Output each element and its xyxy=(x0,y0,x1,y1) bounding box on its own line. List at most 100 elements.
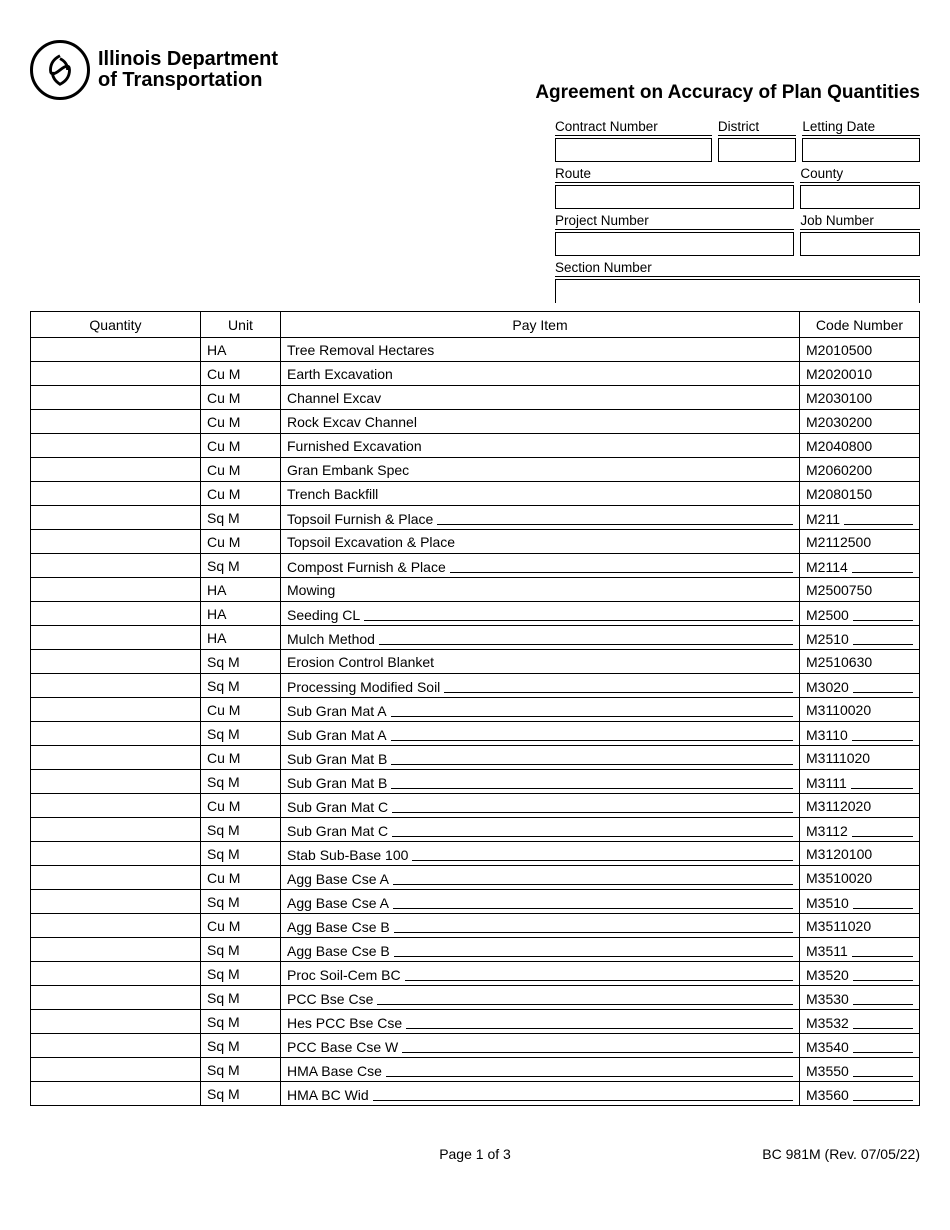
quantity-cell[interactable] xyxy=(31,434,201,458)
code-fill-line[interactable] xyxy=(852,956,913,957)
table-row: Sq MHes PCC Bse CseM3532 xyxy=(31,1010,920,1034)
quantity-cell[interactable] xyxy=(31,530,201,554)
quantity-cell[interactable] xyxy=(31,458,201,482)
quantity-cell[interactable] xyxy=(31,386,201,410)
quantity-cell[interactable] xyxy=(31,722,201,746)
quantity-cell[interactable] xyxy=(31,1034,201,1058)
district-input[interactable] xyxy=(718,138,796,162)
code-fill-line[interactable] xyxy=(853,980,913,981)
letting-date-input[interactable] xyxy=(802,138,920,162)
quantity-cell[interactable] xyxy=(31,818,201,842)
code-fill-line[interactable] xyxy=(853,1100,913,1101)
quantity-cell[interactable] xyxy=(31,986,201,1010)
quantity-cell[interactable] xyxy=(31,962,201,986)
unit-cell: Sq M xyxy=(201,986,281,1010)
pay-item-fill-line[interactable] xyxy=(437,524,793,525)
pay-item-fill-line[interactable] xyxy=(394,932,793,933)
quantity-cell[interactable] xyxy=(31,674,201,698)
code-fill-line[interactable] xyxy=(852,572,913,573)
quantity-cell[interactable] xyxy=(31,866,201,890)
table-row: Cu MTrench BackfillM2080150 xyxy=(31,482,920,506)
quantity-cell[interactable] xyxy=(31,698,201,722)
pay-item-cell: Hes PCC Bse Cse xyxy=(281,1010,800,1034)
pay-item-fill-line[interactable] xyxy=(379,644,793,645)
pay-item-fill-line[interactable] xyxy=(391,740,793,741)
unit-cell: HA xyxy=(201,578,281,602)
contract-number-input[interactable] xyxy=(555,138,712,162)
quantity-cell[interactable] xyxy=(31,506,201,530)
pay-item-cell: PCC Bse Cse xyxy=(281,986,800,1010)
code-text: M3112 xyxy=(806,823,848,839)
code-fill-line[interactable] xyxy=(853,1004,913,1005)
section-number-label: Section Number xyxy=(555,260,920,277)
pay-item-fill-line[interactable] xyxy=(373,1100,793,1101)
project-number-input[interactable] xyxy=(555,232,794,256)
route-input[interactable] xyxy=(555,185,794,209)
quantity-cell[interactable] xyxy=(31,626,201,650)
unit-cell: Sq M xyxy=(201,1034,281,1058)
quantity-cell[interactable] xyxy=(31,650,201,674)
pay-item-fill-line[interactable] xyxy=(405,980,793,981)
quantity-cell[interactable] xyxy=(31,890,201,914)
idot-logo-icon xyxy=(30,40,90,100)
code-fill-line[interactable] xyxy=(852,740,913,741)
quantity-cell[interactable] xyxy=(31,794,201,818)
quantity-cell[interactable] xyxy=(31,578,201,602)
quantity-cell[interactable] xyxy=(31,1058,201,1082)
unit-cell: Sq M xyxy=(201,962,281,986)
table-row: Cu MSub Gran Mat CM3112020 xyxy=(31,794,920,818)
pay-item-fill-line[interactable] xyxy=(386,1076,793,1077)
code-fill-line[interactable] xyxy=(852,836,913,837)
pay-item-fill-line[interactable] xyxy=(444,692,793,693)
code-text: M3110 xyxy=(806,727,848,743)
pay-item-fill-line[interactable] xyxy=(391,788,793,789)
pay-item-fill-line[interactable] xyxy=(450,572,793,573)
quantity-cell[interactable] xyxy=(31,338,201,362)
code-fill-line[interactable] xyxy=(853,1052,913,1053)
page-number: Page 1 of 3 xyxy=(439,1146,511,1162)
quantity-cell[interactable] xyxy=(31,1082,201,1106)
code-fill-line[interactable] xyxy=(853,1076,913,1077)
job-number-label: Job Number xyxy=(800,213,920,230)
pay-item-fill-line[interactable] xyxy=(402,1052,793,1053)
pay-item-fill-line[interactable] xyxy=(391,716,793,717)
quantity-cell[interactable] xyxy=(31,914,201,938)
pay-item-fill-line[interactable] xyxy=(377,1004,793,1005)
quantity-cell[interactable] xyxy=(31,746,201,770)
code-fill-line[interactable] xyxy=(853,908,913,909)
pay-item-fill-line[interactable] xyxy=(391,764,793,765)
job-number-input[interactable] xyxy=(800,232,920,256)
unit-cell: Cu M xyxy=(201,914,281,938)
pay-item-fill-line[interactable] xyxy=(364,620,793,621)
code-fill-line[interactable] xyxy=(853,1028,913,1029)
pay-item-fill-line[interactable] xyxy=(393,884,793,885)
pay-item-fill-line[interactable] xyxy=(394,956,793,957)
section-number-input[interactable] xyxy=(555,279,920,303)
quantity-cell[interactable] xyxy=(31,410,201,434)
code-fill-line[interactable] xyxy=(851,788,913,789)
code-fill-line[interactable] xyxy=(853,644,913,645)
quantity-cell[interactable] xyxy=(31,770,201,794)
code-fill-line[interactable] xyxy=(853,692,913,693)
code-cell: M3112020 xyxy=(800,794,920,818)
quantity-cell[interactable] xyxy=(31,482,201,506)
unit-cell: Sq M xyxy=(201,1010,281,1034)
pay-item-cell: Sub Gran Mat C xyxy=(281,818,800,842)
quantity-cell[interactable] xyxy=(31,1010,201,1034)
code-fill-line[interactable] xyxy=(853,620,913,621)
pay-item-fill-line[interactable] xyxy=(392,836,793,837)
code-fill-line[interactable] xyxy=(844,524,913,525)
pay-item-fill-line[interactable] xyxy=(393,908,793,909)
pay-item-fill-line[interactable] xyxy=(406,1028,793,1029)
quantity-cell[interactable] xyxy=(31,362,201,386)
table-row: Sq MSub Gran Mat BM3111 xyxy=(31,770,920,794)
county-input[interactable] xyxy=(800,185,920,209)
pay-item-fill-line[interactable] xyxy=(392,812,793,813)
quantity-cell[interactable] xyxy=(31,602,201,626)
pay-item-fill-line[interactable] xyxy=(412,860,793,861)
quantity-cell[interactable] xyxy=(31,842,201,866)
quantity-cell[interactable] xyxy=(31,554,201,578)
pay-item-cell: Sub Gran Mat A xyxy=(281,698,800,722)
pay-item-text: PCC Bse Cse xyxy=(287,991,373,1007)
quantity-cell[interactable] xyxy=(31,938,201,962)
